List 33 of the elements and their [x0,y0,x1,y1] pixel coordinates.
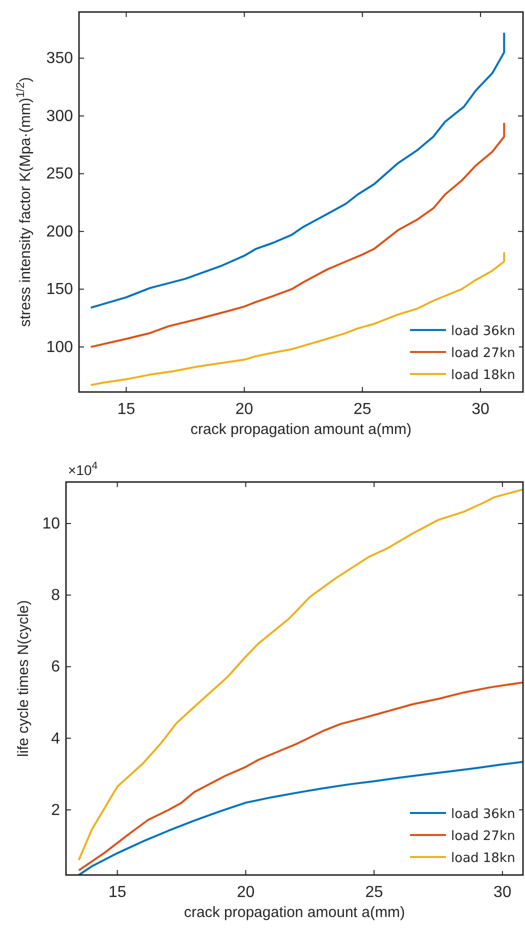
y-tick-label: 350 [46,50,74,68]
x-tick-label: 25 [365,884,384,901]
y-tick-label: 200 [46,223,74,240]
legend-label: load 36kn [451,324,516,339]
y-tick-label: 10 [42,516,60,533]
y-axis-title: life cycle times N(cycle) [15,600,32,757]
line-series [78,681,523,872]
y-tick-label: 250 [46,166,74,183]
x-tick-label: 20 [236,884,255,901]
legend-label: load 27kn [451,346,516,361]
text: ×10$^{4}$ [68,460,98,478]
y-tick-label: 4 [51,730,60,748]
line-series [78,760,523,876]
y-tick-label: 8 [51,587,60,604]
legend-label: load 18kn [451,368,516,383]
legend-label: load 18kn [451,851,516,866]
y-tick-label: 100 [46,338,74,356]
y-tick-label: 150 [46,281,74,298]
y-tick-label: 2 [51,802,60,819]
x-tick-label: 15 [108,884,126,901]
line-series [90,32,506,309]
x-tick-label: 20 [235,401,254,418]
y-tick-label: 6 [51,658,60,676]
x-axis-title: crack propagation amount a(mm) [184,904,405,921]
x-tick-label: 30 [472,401,490,418]
x-tick-label: 15 [117,401,136,418]
legend-label: load 27kn [451,829,516,844]
x-tick-label: 25 [354,401,372,418]
x-axis-title: crack propagation amount a(mm) [190,421,412,438]
line-series [78,488,523,861]
y-tick-label: 300 [46,108,74,125]
x-tick-label: 30 [494,884,512,901]
legend-label: load 36kn [451,807,516,822]
